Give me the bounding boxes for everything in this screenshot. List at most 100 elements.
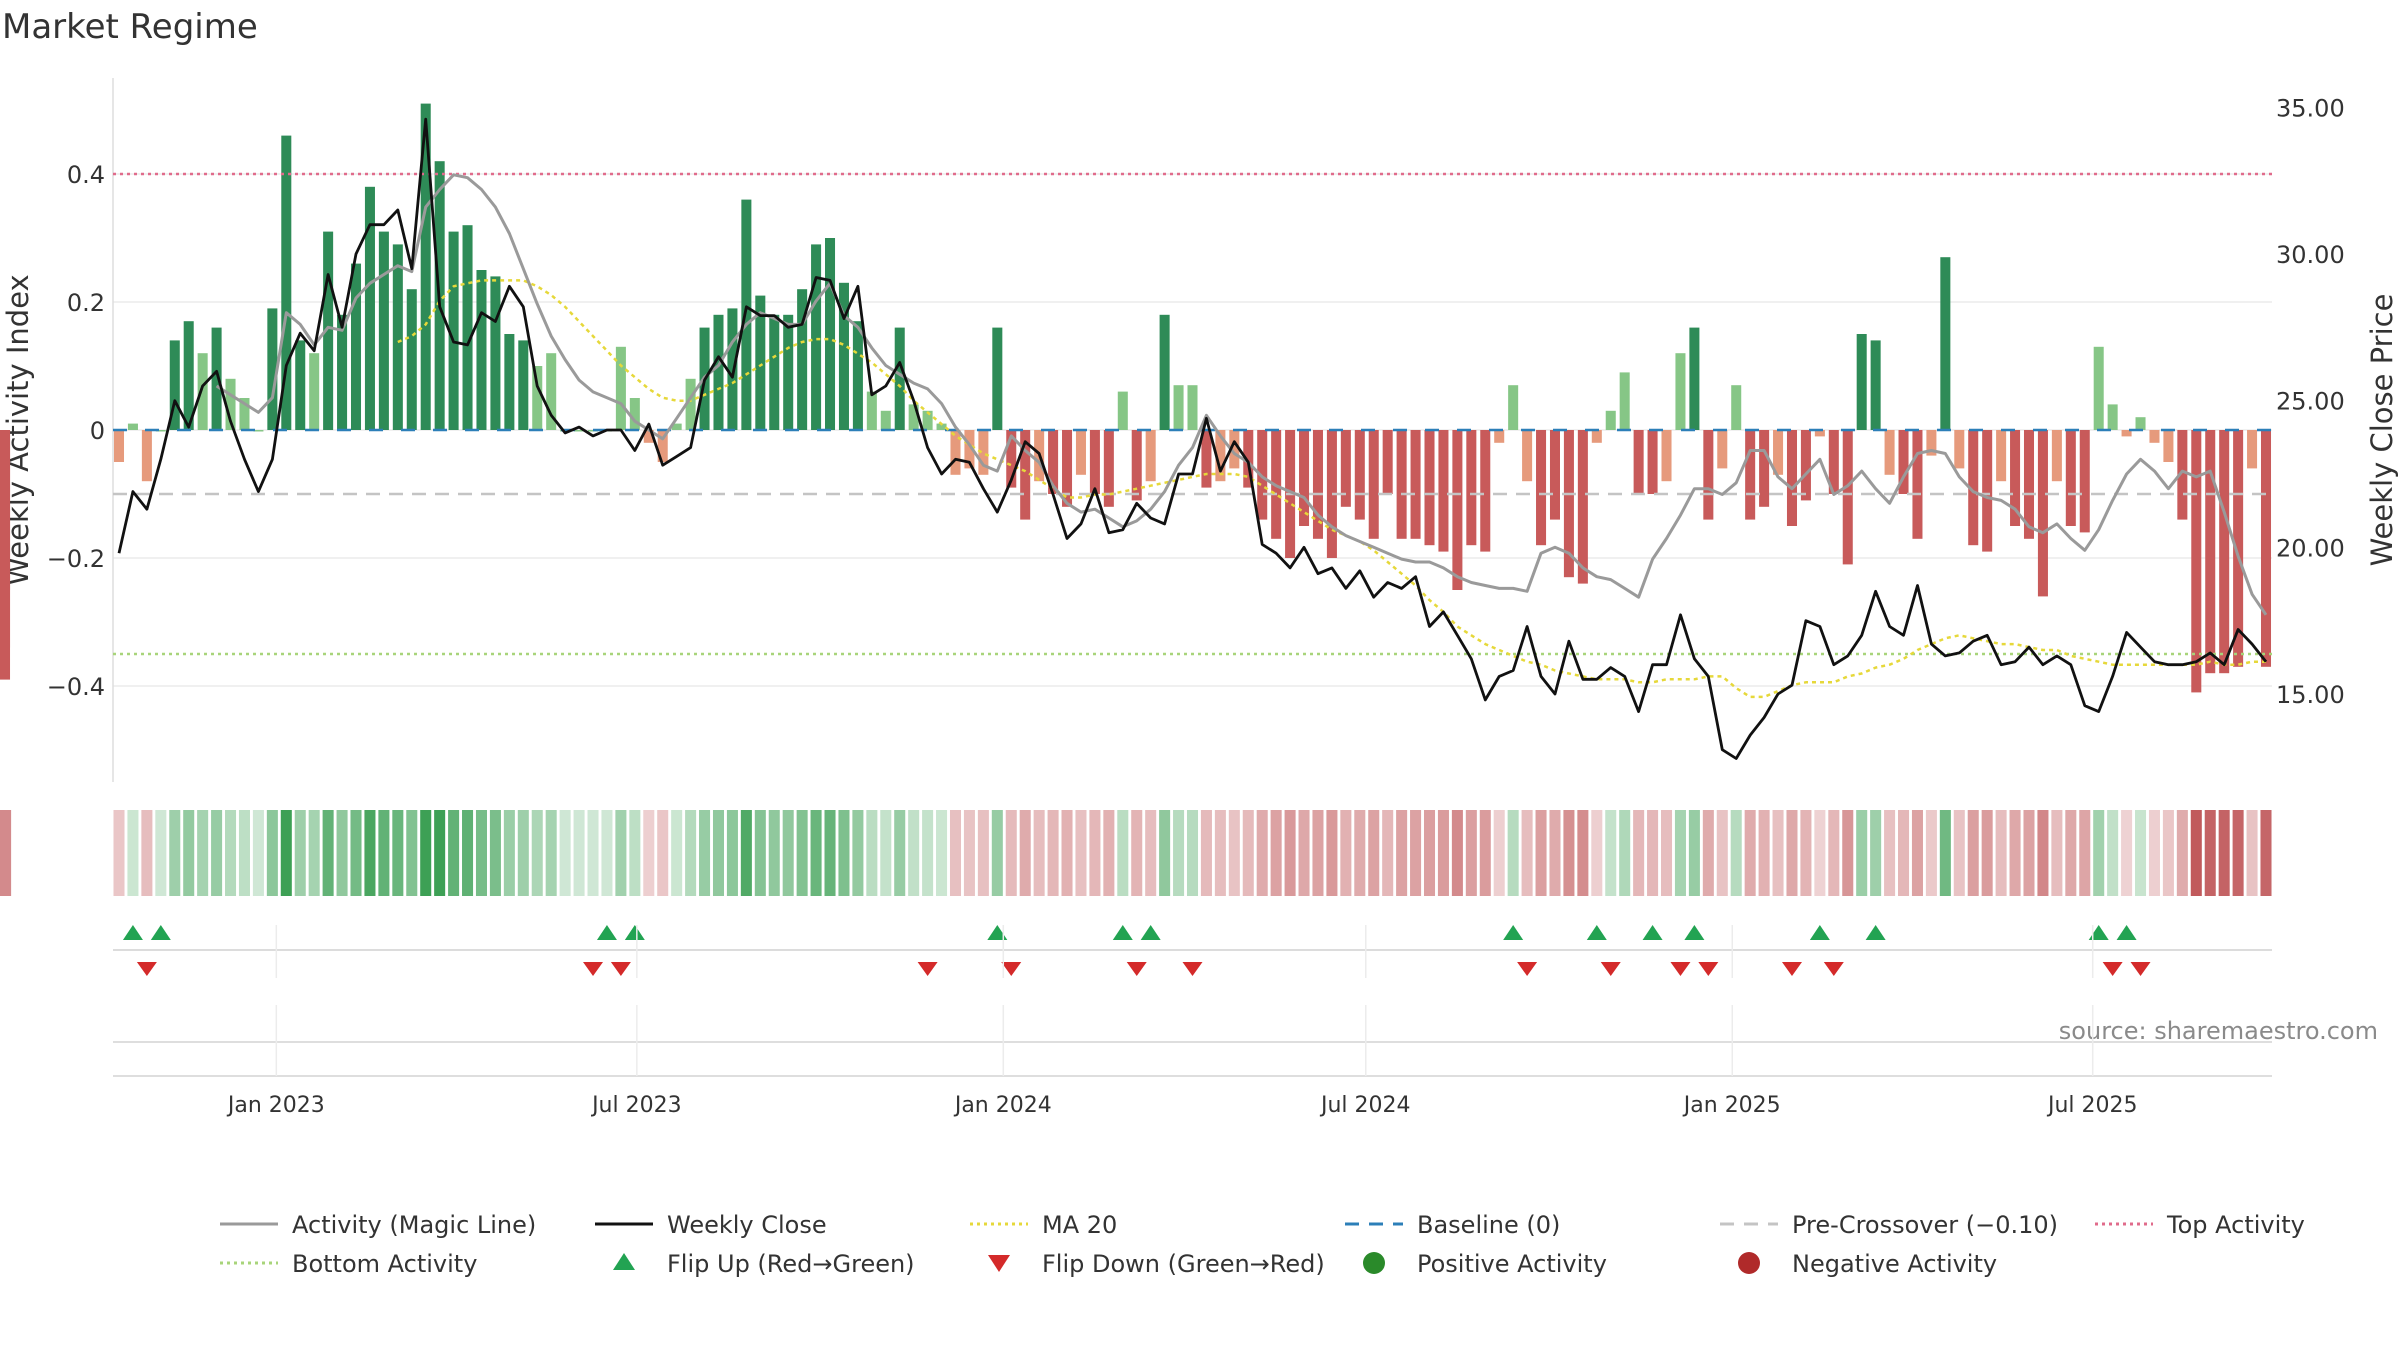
flip-up-marker [1586, 925, 1607, 940]
regime-strip-cell [1660, 810, 1673, 896]
x-tick-label: Jan 2024 [953, 1093, 1052, 1118]
y2-axis-ticks: 35.00 30.00 25.00 20.00 15.00 [2276, 94, 2345, 709]
regime-strip-cell [1716, 810, 1728, 896]
regime-strip-cell [2023, 810, 2035, 896]
activity-bar [1201, 430, 1212, 488]
legend-label: Top Activity [2166, 1211, 2305, 1239]
flip-down-marker [583, 962, 604, 976]
legend-item: Positive Activity [1363, 1250, 1607, 1278]
regime-strip-cell [908, 810, 920, 896]
activity-bar [183, 321, 194, 430]
activity-bar [755, 295, 766, 430]
activity-bar [392, 244, 403, 430]
activity-bar [2093, 346, 2104, 430]
activity-bar [1020, 430, 1031, 520]
activity-bar [350, 263, 362, 430]
activity-bar [169, 340, 180, 430]
regime-strip-cell [545, 810, 557, 896]
legend-item: Weekly Close [595, 1211, 827, 1239]
regime-strip-cell [1647, 810, 1659, 896]
activity-bar [476, 270, 487, 430]
y-axis-ticks: 0.4 0.2 0 −0.2 −0.4 [47, 161, 105, 701]
regime-strip-cell [1270, 810, 1282, 896]
regime-strip-cell [1256, 810, 1268, 896]
regime-strip-cell [2218, 810, 2230, 896]
activity-bar [378, 231, 389, 430]
activity-bar [323, 231, 334, 430]
regime-strip-cell [1242, 810, 1254, 896]
regime-strip-cell [1730, 810, 1742, 896]
regime-strip-cell [308, 810, 320, 896]
activity-bar [741, 199, 752, 430]
regime-strip-cell [977, 810, 989, 896]
flip-up-marker [987, 925, 1008, 940]
flip-up-marker [596, 925, 617, 940]
y-tick-label: 0.4 [67, 161, 105, 189]
activity-bar [1131, 430, 1142, 501]
regime-strip-cell [1228, 810, 1240, 896]
regime-strip-cell [1786, 810, 1798, 896]
activity-bar [880, 410, 891, 430]
regime-strip-cell [141, 810, 153, 896]
y2-tick-label: 35.00 [2276, 94, 2345, 122]
regime-strip-cell [1075, 810, 1087, 896]
regime-strip-cell [211, 810, 223, 896]
regime-strip-cell [475, 810, 487, 896]
activity-bar [1103, 430, 1114, 507]
activity-bar [1438, 430, 1449, 552]
activity-bar [2121, 430, 2132, 437]
x-tick-label: Jan 2025 [1682, 1093, 1781, 1118]
regime-strip-cell [866, 810, 878, 896]
activity-bar [1354, 430, 1365, 520]
activity-magic-line-line [215, 173, 2268, 616]
activity-bar [406, 289, 417, 430]
x-tick-label: Jul 2023 [590, 1093, 682, 1118]
activity-bar [1968, 430, 1979, 546]
y-tick-label: 0.2 [67, 289, 105, 317]
regime-strip-cell [1521, 810, 1533, 896]
legend-swatch [1738, 1252, 1760, 1274]
activity-bar [420, 103, 431, 430]
regime-strip-cell [1033, 810, 1045, 896]
activity-bar [1717, 430, 1728, 469]
regime-strip-cell [489, 810, 501, 896]
regime-strip-cell [671, 810, 683, 896]
activity-bar [1117, 391, 1128, 430]
legend-item: Negative Activity [1738, 1250, 1997, 1278]
activity-bar [2135, 417, 2146, 430]
activity-bar [1759, 430, 1770, 507]
activity-bar [1926, 430, 1937, 456]
chart-title: Market Regime [2, 7, 258, 47]
activity-bar [2205, 430, 2216, 674]
activity-bar [1173, 385, 1184, 430]
regime-strip-cell [740, 810, 752, 896]
regime-strip-cell [824, 810, 836, 896]
regime-strip-cell [1159, 810, 1171, 896]
regime-strip-cell [420, 810, 432, 896]
flip-up-marker [122, 925, 143, 940]
regime-strip-cell [1800, 810, 1812, 896]
regime-strip-cell [2079, 810, 2091, 896]
regime-strip-cell [1563, 810, 1575, 896]
regime-strip-cell [1591, 810, 1603, 896]
activity-bar [2065, 430, 2076, 526]
regime-strip-cell [1131, 810, 1143, 896]
activity-bar [532, 366, 543, 430]
activity-bar [1536, 430, 1547, 546]
regime-strip-cell [2065, 810, 2077, 896]
activity-bar [1619, 372, 1630, 430]
activity-bar [936, 423, 947, 430]
regime-strip-cell [1326, 810, 1338, 896]
flip-down-marker [1126, 962, 1147, 976]
regime-strip-cell [1368, 810, 1380, 896]
regime-strip-cell [1103, 810, 1115, 896]
legend-label: Negative Activity [1792, 1250, 1997, 1278]
activity-bar [211, 327, 222, 430]
regime-strip-cell [1953, 810, 1965, 896]
regime-strip-cell [1396, 810, 1408, 896]
activity-bar [1508, 385, 1519, 430]
legend-item: Pre-Crossover (−0.10) [1720, 1211, 2058, 1239]
regime-strip-cell [1870, 810, 1882, 896]
activity-bar [978, 430, 989, 475]
